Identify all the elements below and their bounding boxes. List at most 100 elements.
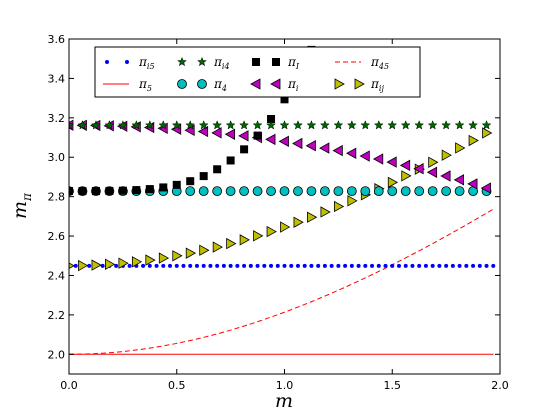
series-pi-i4-point	[400, 120, 411, 130]
legend-item-pi-45: π45	[335, 55, 389, 71]
series-pi-i-point	[359, 150, 370, 162]
series-pi-i4-point	[185, 120, 196, 130]
series-pi-i4-point	[360, 120, 371, 130]
y-tick-label: 3.2	[48, 112, 66, 125]
series-pi-i5-point	[242, 263, 247, 268]
series-pi-I-point	[172, 180, 181, 189]
series-pi-i5-point	[201, 263, 206, 268]
series-pi-ij-point	[307, 211, 318, 223]
series-pi-I-point	[267, 115, 276, 124]
series-pi-i5-point	[147, 263, 152, 268]
legend-box	[94, 46, 421, 98]
series-pi-I-point	[91, 187, 100, 196]
series-pi-i5-point	[430, 263, 435, 268]
series-pi-i5-point	[255, 263, 260, 268]
series-pi-i5-point	[289, 263, 294, 268]
series-pi-4-point	[185, 186, 196, 197]
series-pi-i5-point	[464, 263, 469, 268]
series-pi-i4-point	[212, 120, 223, 130]
legend-item-pi-ij: πij	[334, 77, 384, 93]
series-pi-ij-point	[172, 250, 183, 262]
legend-item-pi-5: π5	[103, 77, 152, 93]
y-tick-label: 3.4	[48, 72, 66, 85]
legend-item-pi-i5-swatch	[125, 60, 129, 64]
series-pi-4-point	[252, 186, 263, 197]
legend-item-pi-I-swatch	[252, 58, 260, 66]
legend-item-pi-i4-label: πi4	[213, 55, 230, 71]
series-pi-i5-point	[356, 263, 361, 268]
series-pi-i-point	[346, 147, 357, 159]
series-pi-i5-point	[390, 263, 395, 268]
series-pi-I-point	[226, 156, 235, 165]
series-pi-I-point	[132, 186, 141, 195]
series-pi-i-point	[399, 159, 411, 172]
legend-item-pi-45-label: π45	[370, 55, 389, 71]
series-pi-ij-point	[482, 127, 493, 139]
series-pi-i4-point	[77, 120, 88, 130]
series-pi-4-point	[441, 186, 452, 197]
series-pi-i5-point	[423, 263, 428, 268]
series-pi-ij-point	[226, 237, 237, 250]
series-pi-i4-point	[373, 120, 384, 130]
series-pi-i-point	[224, 128, 236, 140]
series-pi-4-point	[427, 186, 438, 197]
series-pi-i4-point	[481, 120, 492, 130]
legend-item-pi-ij-label: πij	[370, 77, 384, 93]
series-pi-ij-point	[199, 244, 210, 256]
series-pi-i4-point	[252, 120, 263, 130]
series-pi-i5-point	[262, 263, 267, 268]
series-pi-i-point	[413, 163, 424, 175]
series-pi-i5-point	[154, 263, 159, 268]
legend-item-pi-ij-swatch	[334, 78, 345, 90]
x-tick-label: 1.5	[384, 379, 402, 392]
series-pi-i4-point	[144, 120, 155, 130]
legend-item-pi-i-swatch	[250, 78, 261, 90]
series-pi-4-point	[225, 186, 236, 197]
legend-item-pi-4-swatch	[197, 79, 207, 89]
series-pi-4-point	[279, 186, 290, 197]
series-pi-I-point	[145, 185, 154, 194]
y-tick-label: 2.6	[48, 230, 66, 243]
y-tick-label: 2.4	[48, 269, 66, 282]
series-pi-4-point	[306, 186, 317, 197]
series-pi-i5-point	[491, 263, 496, 268]
series-pi-ij-point	[280, 221, 291, 233]
y-tick-label: 2.8	[48, 191, 66, 204]
series-pi-ij-point	[401, 170, 412, 182]
legend-item-pi-i4-swatch	[197, 56, 207, 67]
series-pi-4-point	[387, 186, 398, 197]
series-pi-i-point	[372, 153, 384, 165]
x-axis: 0.0 0.5 1.0 1.5 2.0	[60, 39, 509, 392]
series-layer	[69, 45, 496, 355]
series-pi-ij-point	[158, 252, 170, 264]
series-pi-i5-point	[437, 263, 442, 268]
series-pi-i5-point	[188, 263, 193, 268]
series-pi-i4-point	[441, 120, 452, 130]
series-pi-I-point	[240, 145, 249, 154]
series-pi-ij	[69, 127, 493, 272]
series-pi-i-point	[319, 142, 330, 154]
series-pi-i5-point	[73, 263, 78, 268]
series-pi-i4-point	[468, 120, 479, 130]
x-tick-label: 1.0	[276, 379, 294, 392]
svg-text:mπ: mπ	[9, 192, 34, 219]
series-pi-i5-point	[235, 263, 240, 268]
series-pi-ij-point	[105, 258, 116, 270]
series-pi-4-point	[360, 186, 371, 197]
series-pi-i4-point	[306, 120, 317, 130]
series-pi-i5-point	[181, 263, 186, 268]
legend-item-pi-4: π4	[177, 77, 227, 93]
series-pi-i4-point	[454, 120, 465, 130]
series-pi-i4-point	[346, 120, 357, 130]
legend-item-pi-I: πI	[252, 55, 300, 71]
series-pi-i5-point	[417, 263, 422, 268]
series-pi-i-point	[453, 174, 464, 186]
series-pi-i5-point	[444, 263, 449, 268]
series-pi-i5-point	[168, 263, 173, 268]
series-pi-45	[69, 208, 494, 355]
series-pi-ij-point	[145, 254, 156, 266]
series-pi-i4-point	[414, 120, 425, 130]
series-pi-i4-point	[293, 120, 303, 130]
series-pi-I-point	[105, 186, 114, 195]
